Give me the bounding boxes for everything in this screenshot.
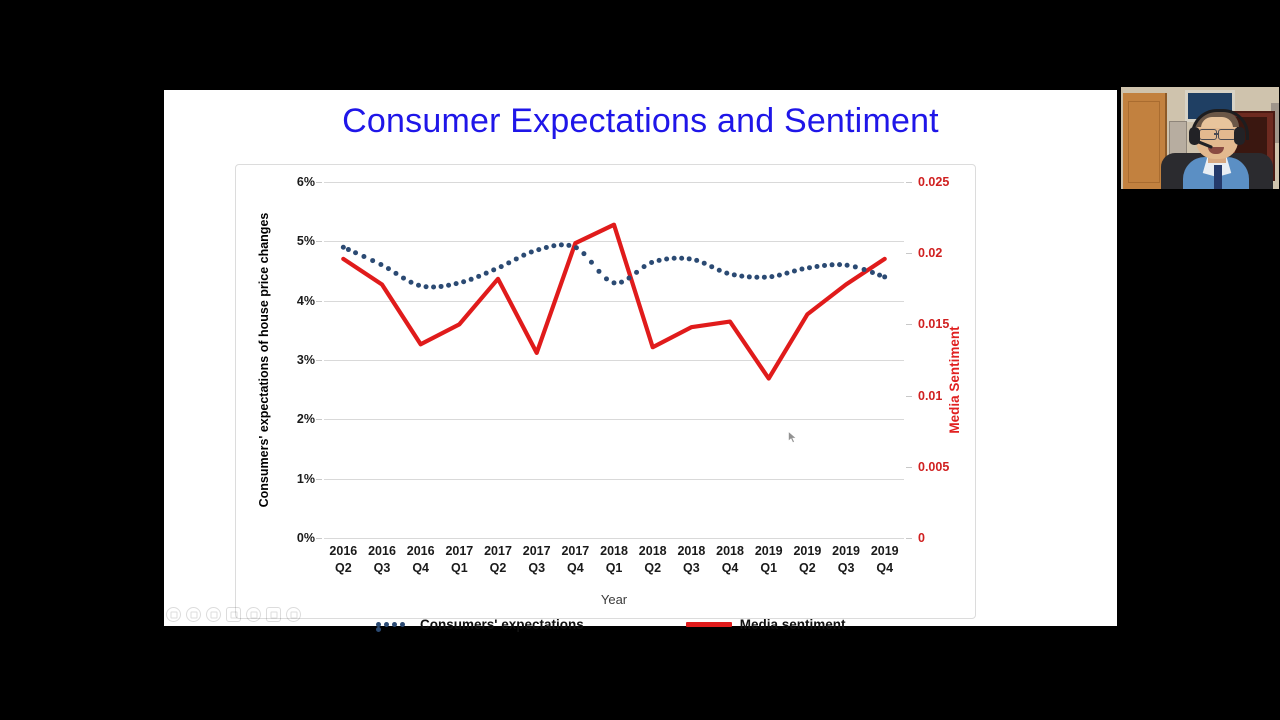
chart-panel: Consumers' expectations of house price c… <box>235 164 976 632</box>
left-tick-mark <box>316 182 322 183</box>
right-axis-tick-label: 0.005 <box>918 459 950 474</box>
left-tick-mark <box>316 478 322 480</box>
x-axis-tick-label: 2019 Q3 <box>832 544 860 575</box>
left-tick-mark <box>316 360 322 361</box>
legend-item[interactable]: Media sentiment <box>685 617 846 632</box>
left-axis-tick-label: 1% <box>296 471 315 486</box>
x-axis-tick-label: 2019 Q2 <box>793 544 822 575</box>
gridline <box>324 300 904 302</box>
right-axis-tick-label: 0.01 <box>918 388 943 403</box>
previous-slide-icon[interactable] <box>166 607 181 622</box>
right-axis-tick-label: 0.02 <box>918 246 943 261</box>
presenter-webcam-tile[interactable] <box>1120 86 1280 190</box>
right-axis-label: Media Sentiment <box>947 326 962 434</box>
legend-line-swatch-icon <box>685 622 732 627</box>
x-axis-tick-label: 2017 Q2 <box>484 544 512 575</box>
series-consumers-expectations <box>340 242 888 290</box>
left-axis-label: Consumers' expectations of house price c… <box>257 212 271 508</box>
webcam-person-mouth <box>1208 147 1224 154</box>
headset-earcup-right-icon <box>1234 127 1245 145</box>
right-tick-mark <box>906 466 912 468</box>
legend-label: Consumers' expectations <box>420 617 584 632</box>
right-tick-mark <box>906 324 912 326</box>
slide-control-bar[interactable] <box>166 607 301 622</box>
page-title: Consumer Expectations and Sentiment <box>342 102 939 140</box>
webcam-wall-frame-right <box>1271 103 1279 143</box>
left-axis-tick-label: 5% <box>296 234 315 249</box>
right-axis-tick-label: 0 <box>918 531 925 545</box>
x-axis-tick-label: 2018 Q1 <box>600 544 628 575</box>
headset-earcup-left-icon <box>1189 127 1200 145</box>
x-axis-tick-label: 2018 Q2 <box>638 544 667 575</box>
right-axis-tick-label: 0.025 <box>918 175 950 189</box>
x-axis-tick-label: 2016 Q3 <box>368 544 396 575</box>
webcam-door <box>1123 93 1167 189</box>
minimize-icon[interactable] <box>266 607 281 622</box>
gridline <box>324 538 904 539</box>
x-axis-tick-label: 2018 Q3 <box>677 544 706 575</box>
legend-dotted-swatch-icon <box>376 621 412 632</box>
plot-area: 0% 1% 2% 3% 4% 5% 6% 0 0.005 0.01 0.015 0.02 0.025 <box>297 175 949 545</box>
gridline <box>324 360 904 361</box>
x-axis-ticks: 2016 Q2 2016 Q3 2016 Q4 2017 Q1 2017 Q2 2017 Q3 2017… <box>324 543 904 595</box>
x-axis-tick-label: 2017 Q4 <box>561 544 590 575</box>
right-tick-mark <box>906 395 912 397</box>
x-axis-tick-label: 2019 Q4 <box>870 544 899 575</box>
left-tick-mark <box>316 419 322 421</box>
left-axis-tick-label: 6% <box>296 175 315 189</box>
x-axis-tick-label: 2018 Q4 <box>716 544 744 575</box>
x-axis-tick-label: 2019 Q1 <box>754 544 783 575</box>
series-layer <box>340 222 888 381</box>
search-icon[interactable] <box>246 607 261 622</box>
legend-item[interactable]: Consumers' expectations <box>376 617 584 632</box>
x-axis-tick-label: 2016 Q2 <box>329 544 358 575</box>
right-axis-tick-label: 0.015 <box>918 317 950 332</box>
right-tick-mark <box>906 538 912 539</box>
left-tick-mark <box>316 300 322 302</box>
gridline <box>324 419 904 421</box>
chart-legend: Consumers' expectations Media sentiment <box>324 617 1024 632</box>
legend-label: Media sentiment <box>739 617 846 632</box>
left-tick-mark <box>316 538 322 539</box>
left-axis-tick-label: 3% <box>296 353 315 367</box>
mouse-cursor <box>788 431 797 443</box>
more-options-icon[interactable] <box>286 607 301 622</box>
left-axis-tick-label: 2% <box>296 412 315 427</box>
gridline <box>324 478 904 480</box>
view-icon[interactable] <box>226 607 241 622</box>
webcam-person-forehead <box>1201 117 1233 128</box>
left-axis-tick-label: 0% <box>296 531 315 545</box>
x-axis-tick-label: 2016 Q4 <box>406 544 435 575</box>
gridline <box>324 241 904 243</box>
pen-icon[interactable] <box>206 607 221 622</box>
left-tick-mark <box>316 241 322 243</box>
webcam-necktie <box>1214 165 1222 189</box>
x-axis-label: Year <box>600 592 628 607</box>
x-axis-tick-label: 2017 Q1 <box>445 544 474 575</box>
play-icon[interactable] <box>186 607 201 622</box>
gridline <box>324 182 904 183</box>
right-tick-mark <box>906 253 912 255</box>
left-axis-tick-label: 4% <box>296 293 315 308</box>
x-axis-tick-label: 2017 Q3 <box>522 544 551 575</box>
slide-surface: Consumer Expectations and Sentiment Cons… <box>164 90 1117 632</box>
right-tick-mark <box>906 182 912 183</box>
series-media-sentiment <box>341 222 887 381</box>
